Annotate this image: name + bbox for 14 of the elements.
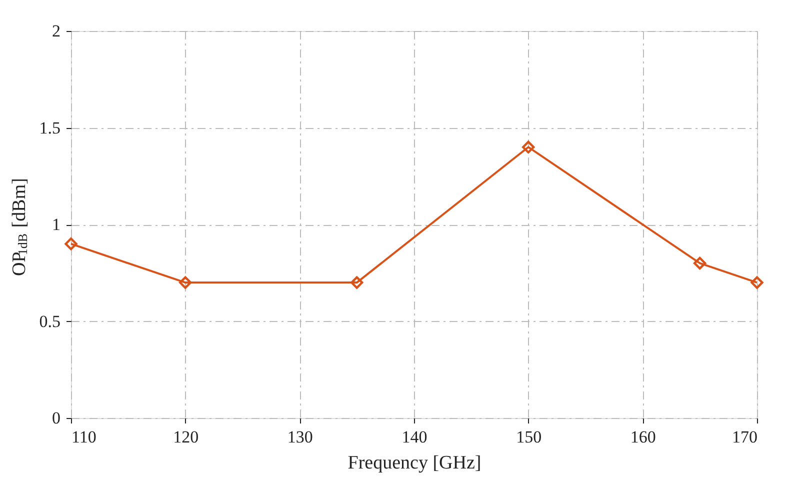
x-tick-label: 160: [630, 428, 656, 446]
x-tick-label: 150: [516, 428, 542, 446]
x-tick-label: 120: [173, 428, 199, 446]
x-tick-label: 170: [732, 428, 758, 446]
x-axis-title: Frequency [GHz]: [348, 452, 482, 474]
x-tick-label: 130: [287, 428, 313, 446]
y-tick-label: 1: [52, 215, 60, 234]
y-tick-label: 0.5: [39, 312, 60, 331]
y-tick-label: 0: [52, 408, 60, 428]
x-tick-label: 140: [402, 428, 428, 446]
y-tick-label: 1.5: [39, 118, 60, 138]
y-tick-label: 2: [52, 22, 60, 40]
x-tick-label: 110: [72, 428, 96, 446]
y-axis-title: OP1dB [dBm]: [9, 178, 30, 276]
